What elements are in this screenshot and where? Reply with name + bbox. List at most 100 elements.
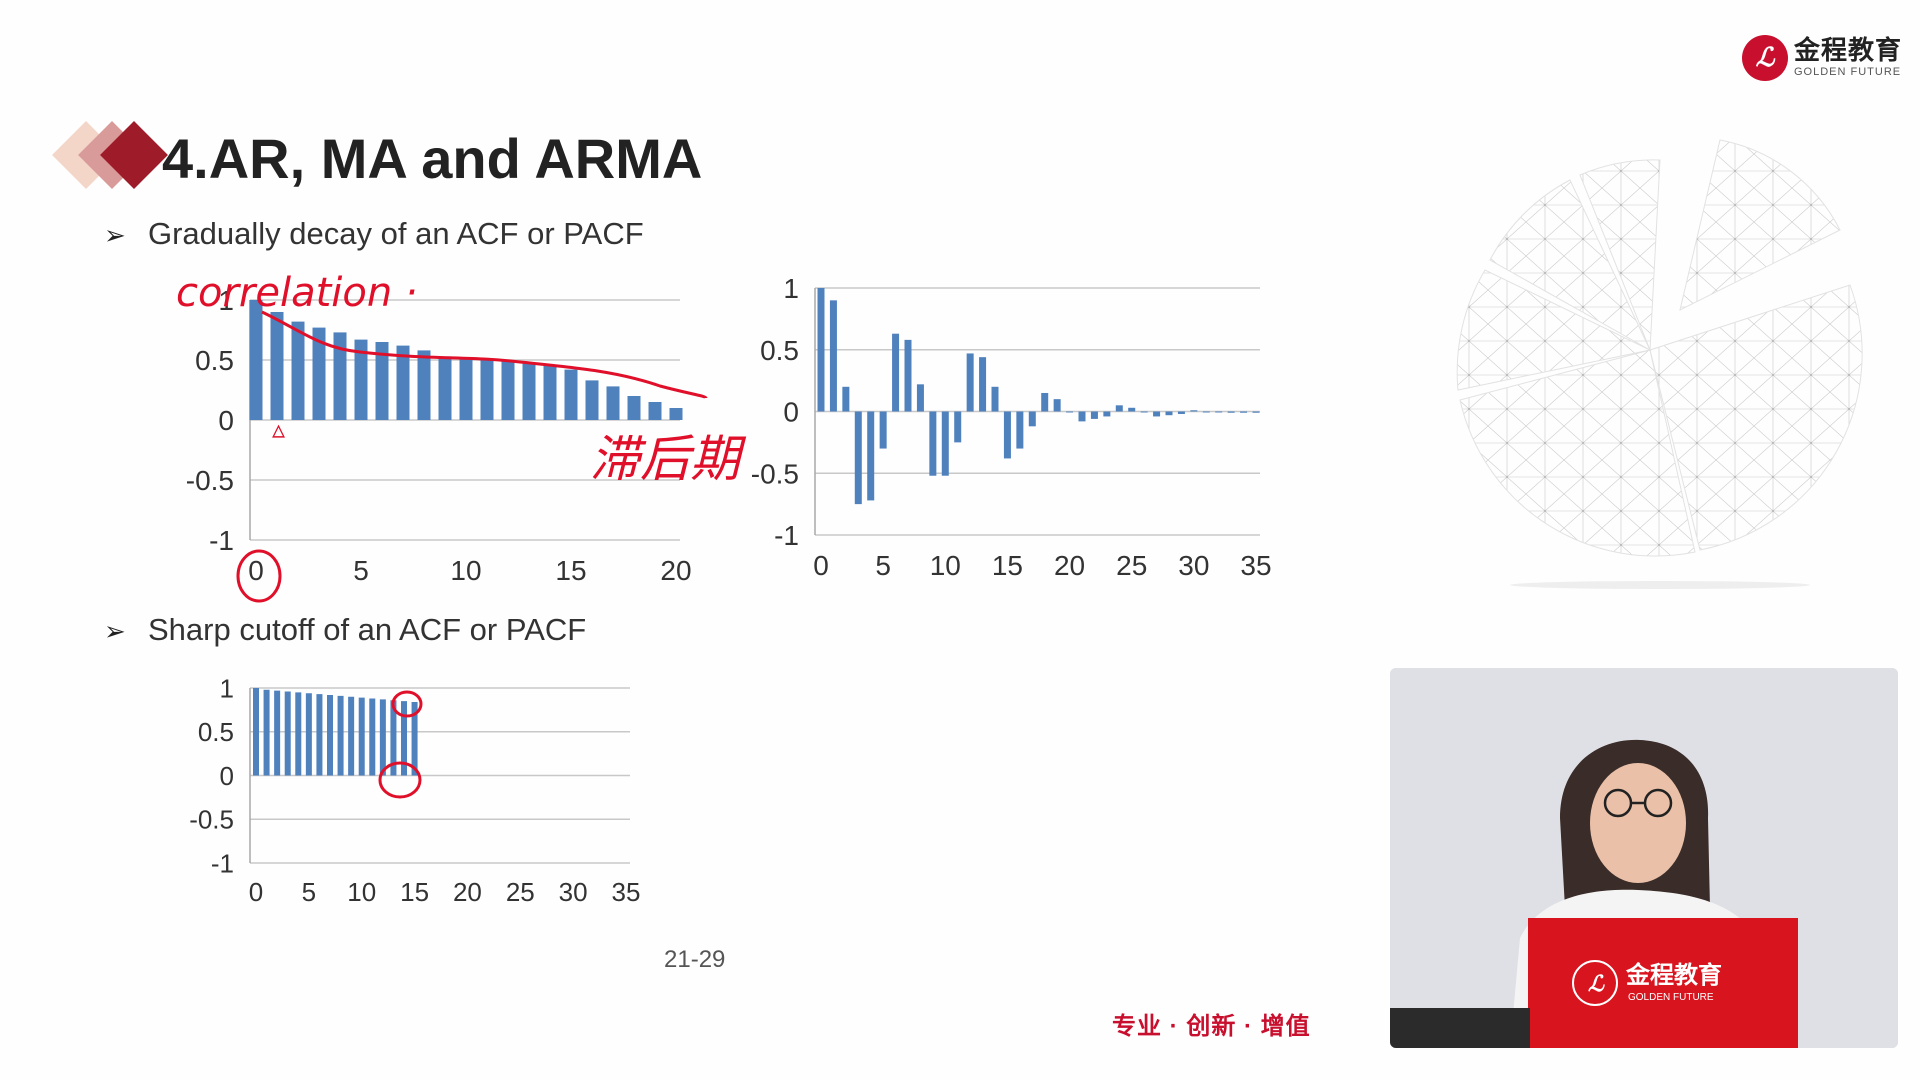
- bar: [354, 339, 368, 420]
- bar: [627, 396, 641, 420]
- x-tick-label: 10: [930, 550, 961, 581]
- bar: [1140, 411, 1148, 413]
- x-tick-label: 0: [813, 550, 829, 581]
- x-tick-label: 15: [992, 550, 1023, 581]
- chart-decay-pacf: -1 -0.5 0 0.5 1 0 5 10 15 20 25 30 35: [720, 265, 1280, 600]
- bar: [867, 411, 875, 501]
- x-tick-label: 35: [1240, 550, 1271, 581]
- y-tick-label: -1: [209, 525, 234, 556]
- x-tick-label: 20: [1054, 550, 1085, 581]
- chart-decay-acf: -1 -0.5 0 0.5 1 0 5 10 15 20: [150, 270, 710, 600]
- bar: [253, 688, 259, 776]
- bar: [954, 411, 962, 443]
- bar: [564, 369, 578, 420]
- bar: [1115, 405, 1123, 412]
- y-tick-label: -1: [774, 520, 799, 551]
- y-tick-label: 0.5: [760, 335, 799, 366]
- bar: [991, 386, 999, 412]
- bullet-text: Gradually decay of an ACF or PACF: [148, 216, 644, 251]
- bar: [1078, 411, 1086, 422]
- bar: [390, 700, 397, 776]
- bar: [966, 353, 974, 412]
- bar: [1128, 407, 1136, 412]
- x-tick-label: 5: [875, 550, 891, 581]
- chart-decay-acf-svg: -1-0.500.510 5 10 15 20: [186, 285, 692, 586]
- x-tick-label: 30: [559, 877, 588, 907]
- bullet-text: Sharp cutoff of an ACF or PACF: [148, 612, 587, 647]
- bar: [358, 697, 365, 776]
- y-tick-label: 0: [783, 397, 799, 428]
- x-tick-label: 0: [249, 877, 263, 907]
- bar: [396, 345, 410, 420]
- y-tick-label: 1: [218, 285, 234, 316]
- y-tick-label: 0.5: [198, 717, 234, 747]
- bar: [1177, 411, 1185, 414]
- x-tick-label: 5: [353, 555, 369, 586]
- y-tick-label: -0.5: [189, 805, 234, 835]
- bar: [401, 701, 407, 776]
- bar: [501, 361, 515, 420]
- x-tick-label: 20: [453, 877, 482, 907]
- bar: [312, 327, 326, 420]
- bar: [1003, 411, 1011, 459]
- page-number: 21-29: [664, 946, 726, 973]
- y-tick-label: -0.5: [186, 465, 234, 496]
- bar: [1103, 411, 1111, 417]
- brand-logo: ℒ 金程教育 GOLDEN FUTURE: [1742, 32, 1912, 84]
- chart-cutoff-acf: -1 -0.5 0 0.5 1 0 5 10 15 20 25 30 35: [150, 668, 670, 928]
- bar: [274, 690, 281, 776]
- bar: [941, 411, 949, 476]
- bar: [1153, 411, 1161, 417]
- bullet-gradual-decay: ➢ Gradually decay of an ACF or PACF: [104, 216, 644, 252]
- x-tick-label: 30: [1178, 550, 1209, 581]
- bar: [305, 693, 312, 776]
- bar: [333, 332, 347, 420]
- bar: [1252, 411, 1260, 413]
- bar: [337, 695, 344, 776]
- decorative-pie-network-graphic: [1456, 139, 1863, 589]
- logo-text: 金程教育 GOLDEN FUTURE: [1794, 38, 1902, 78]
- logo-english-name: GOLDEN FUTURE: [1794, 66, 1902, 78]
- bar: [606, 386, 620, 420]
- bar: [348, 696, 355, 776]
- x-tick-label: 0: [248, 555, 264, 586]
- bar: [1215, 411, 1223, 413]
- bar: [1053, 399, 1061, 412]
- bar: [411, 702, 418, 776]
- bar: [1240, 411, 1248, 413]
- bar: [842, 386, 850, 412]
- bar: [1041, 392, 1049, 412]
- bar: [669, 408, 683, 420]
- x-tick-label: 35: [612, 877, 641, 907]
- x-tick-label: 25: [506, 877, 535, 907]
- golden-future-seal-icon: ℒ: [1742, 35, 1788, 81]
- y-tick-label: -1: [211, 848, 234, 878]
- y-tick-label: 0: [218, 405, 234, 436]
- x-tick-label: 10: [450, 555, 481, 586]
- bar: [585, 380, 599, 420]
- bar: [284, 691, 291, 776]
- x-tick-label: 15: [555, 555, 586, 586]
- laptop-logo-cn: 金程教育: [1625, 961, 1722, 989]
- instructor-video-frame: ℒ 金程教育 GOLDEN FUTURE: [1390, 668, 1898, 1048]
- x-tick-label: 20: [660, 555, 691, 586]
- bar: [438, 356, 452, 420]
- bar: [369, 698, 376, 776]
- bar: [543, 366, 557, 420]
- bar: [522, 363, 536, 420]
- svg-text:ℒ: ℒ: [1588, 971, 1605, 997]
- bar: [375, 342, 389, 420]
- y-tick-label: 1: [220, 673, 234, 703]
- x-tick-label: 15: [400, 877, 429, 907]
- bar: [879, 411, 887, 449]
- bar: [1090, 411, 1098, 419]
- bar: [854, 411, 862, 505]
- bar: [459, 357, 473, 420]
- bar: [904, 339, 912, 412]
- bar: [916, 384, 924, 412]
- logo-chinese-name: 金程教育: [1794, 36, 1903, 66]
- logo-mark: ℒ: [1755, 43, 1775, 73]
- bar: [295, 692, 302, 776]
- bar: [829, 300, 837, 412]
